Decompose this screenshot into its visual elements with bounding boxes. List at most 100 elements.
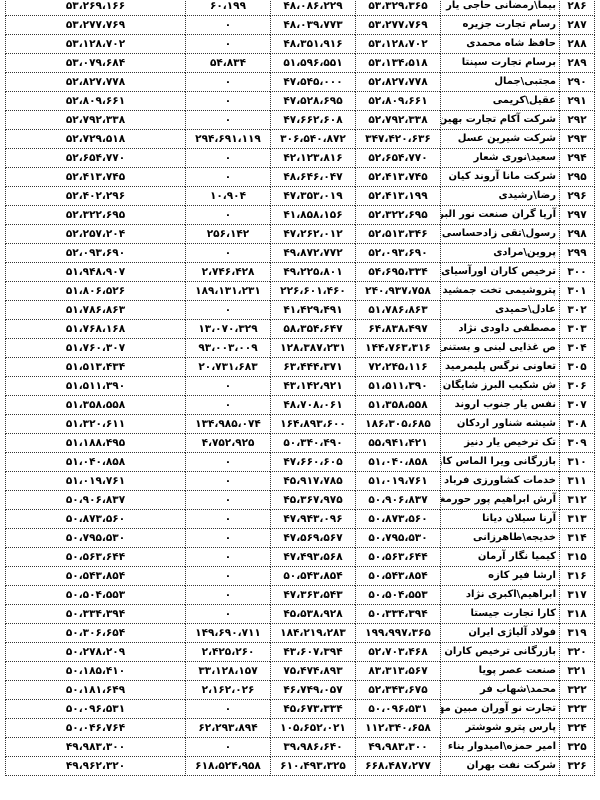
- row-number: ۲۸۹: [559, 53, 595, 73]
- row-number: ۳۱۵: [559, 547, 595, 567]
- value-col-1: ۵۰،۹۰۶،۸۳۷: [355, 490, 441, 510]
- value-col-4: ۵۰،۱۸۱،۶۴۹: [5, 680, 186, 700]
- company-name: عادل\حمیدی: [440, 300, 560, 320]
- value-col-4: ۵۱،۷۶۰،۳۰۷: [5, 338, 186, 358]
- table-row: ۲۸۹ برسام تجارت سپنتا ۵۳،۱۳۴،۵۱۸ ۵۱،۵۹۶،۵۵۱…: [5, 53, 595, 73]
- row-number: ۳۲۵: [559, 737, 595, 757]
- value-col-1: ۵۲،۴۱۳،۷۴۵: [355, 167, 441, 187]
- company-name: آرنا سیلان دیانا: [440, 509, 560, 529]
- row-number: ۳۱۶: [559, 566, 595, 586]
- company-name: حافظ شاه محمدی: [440, 34, 560, 54]
- value-col-3: ۰: [185, 699, 271, 719]
- value-col-3: ۰: [185, 243, 271, 263]
- row-number: ۳۰۱: [559, 281, 595, 301]
- value-col-2: ۴۳،۱۴۲،۹۲۱: [270, 376, 356, 396]
- value-col-3: ۰: [185, 72, 271, 92]
- value-col-4: ۵۱،۹۴۸،۹۰۷: [5, 262, 186, 282]
- value-col-2: ۴۷،۳۵۳،۰۱۹: [270, 186, 356, 206]
- value-col-1: ۷۲،۲۴۵،۱۱۶: [355, 357, 441, 377]
- value-col-1: ۵۰،۸۷۳،۵۶۰: [355, 509, 441, 529]
- table-row: ۳۱۶ ارشا فیر کازه ۵۰،۵۴۳،۸۵۴ ۵۰،۵۴۳،۸۵۴ ۰ ۵۰،…: [5, 566, 595, 586]
- company-name: رسام تجارت جزیره: [440, 15, 560, 35]
- value-col-4: ۴۹،۹۶۲،۳۲۰: [5, 756, 186, 776]
- row-number: ۳۰۳: [559, 319, 595, 339]
- value-col-2: ۴۸،۷۰۸،۰۶۱: [270, 395, 356, 415]
- table-row: ۲۹۸ رسول\تقی زادحساسی ۵۲،۵۱۳،۳۴۶ ۴۷،۲۶۲،۰۱۲…: [5, 224, 595, 244]
- table-row: ۲۹۹ پروین\مرادی ۵۲،۰۹۳،۶۹۰ ۴۹،۸۷۲،۷۷۲ ۰ ۵۲،۰۹…: [5, 243, 595, 263]
- value-col-1: ۵۳،۳۲۹،۳۶۵: [355, 0, 441, 16]
- company-name: برسام تجارت سپنتا: [440, 53, 560, 73]
- table-row: ۲۹۰ مجتبی\جمال ۵۲،۸۲۷،۷۷۸ ۴۷،۵۴۵،۰۰۰ ۰ ۵۲،۸۲۷…: [5, 72, 595, 92]
- value-col-3: ۲،۱۶۲،۰۲۶: [185, 680, 271, 700]
- company-name: شرکت شیرین عسل: [440, 129, 560, 149]
- table-row: ۳۱۸ کارا تجارت جیستا ۵۰،۳۳۴،۳۹۴ ۴۵،۵۳۸،۹۲۸ ۰…: [5, 604, 595, 624]
- value-col-2: ۴۹،۸۷۲،۷۷۲: [270, 243, 356, 263]
- value-col-1: ۵۱،۷۸۶،۸۶۳: [355, 300, 441, 320]
- value-col-3: ۲۵۶،۱۴۲: [185, 224, 271, 244]
- value-col-1: ۵۳،۱۳۴،۵۱۸: [355, 53, 441, 73]
- row-number: ۲۹۹: [559, 243, 595, 263]
- value-col-2: ۴۱،۴۲۹،۴۹۱: [270, 300, 356, 320]
- value-col-1: ۸۳،۳۱۳،۵۶۷: [355, 661, 441, 681]
- row-number: ۲۹۷: [559, 205, 595, 225]
- value-col-1: ۵۵،۹۴۱،۴۲۱: [355, 433, 441, 453]
- value-col-3: ۱۸۹،۱۳۱،۲۳۱: [185, 281, 271, 301]
- company-name: ص غذایی لبنی و بستنی میهن: [440, 338, 560, 358]
- company-name: خدمات کشاورزی فرباد کردستان: [440, 471, 560, 491]
- table-row: ۳۰۳ مصطفی داودی نژاد ۶۴،۸۳۸،۴۹۷ ۵۸،۳۵۴،۶۴۷ ۱…: [5, 319, 595, 339]
- row-number: ۲۸۷: [559, 15, 595, 35]
- company-name: فولاد آلیاژی ایران: [440, 623, 560, 643]
- row-number: ۲۹۱: [559, 91, 595, 111]
- table-row: ۳۱۴ خدیجه\طاهرزانی ۵۰،۷۹۵،۵۳۰ ۴۷،۵۶۹،۵۶۷ ۰ ۵۰…: [5, 528, 595, 548]
- table-row: ۳۰۱ پتروشیمی تخت جمشید ۲۴۰،۹۳۷،۷۵۸ ۲۲۶،۶۰۱،…: [5, 281, 595, 301]
- row-number: ۳۱۳: [559, 509, 595, 529]
- value-col-1: ۲۴۰،۹۳۷،۷۵۸: [355, 281, 441, 301]
- row-number: ۲۹۵: [559, 167, 595, 187]
- company-name: مجتبی\جمال: [440, 72, 560, 92]
- table-row: ۳۱۵ کیمیا نگار آرمان ۵۰،۵۶۳،۶۴۴ ۴۷،۴۹۳،۵۶۸ ۰…: [5, 547, 595, 567]
- value-col-2: ۴۵،۶۷۳،۳۳۴: [270, 699, 356, 719]
- value-col-4: ۵۰،۵۶۳،۶۴۴: [5, 547, 186, 567]
- value-col-1: ۵۲،۸۲۷،۷۷۸: [355, 72, 441, 92]
- value-col-4: ۵۰،۳۰۶،۶۵۴: [5, 623, 186, 643]
- value-col-3: ۴،۷۵۲،۹۲۵: [185, 433, 271, 453]
- company-name: تجارت نو آوران مبین مهام: [440, 699, 560, 719]
- value-col-2: ۴۸،۰۸۶،۲۲۹: [270, 0, 356, 16]
- value-col-1: ۵۳،۲۷۷،۷۶۹: [355, 15, 441, 35]
- table-row: ۳۲۲ محمد\شهاب فر ۵۲،۳۴۳،۶۷۵ ۴۶،۷۴۹،۰۵۷ ۲،۱۶۲…: [5, 680, 595, 700]
- value-col-3: ۰: [185, 110, 271, 130]
- value-col-3: ۰: [185, 34, 271, 54]
- row-number: ۳۰۹: [559, 433, 595, 453]
- value-col-3: ۰: [185, 604, 271, 624]
- company-name: بازرگانی ویرا الماس کاوه: [440, 452, 560, 472]
- value-col-2: ۵۱،۵۹۶،۵۵۱: [270, 53, 356, 73]
- value-col-4: ۵۳،۲۶۹،۱۶۶: [5, 0, 186, 16]
- value-col-4: ۵۲،۴۱۳،۷۴۵: [5, 167, 186, 187]
- table-row: ۲۹۶ رضا\رشیدی ۵۲،۴۱۳،۱۹۹ ۴۷،۳۵۳،۰۱۹ ۱۰،۹۰۴ ۵۲…: [5, 186, 595, 206]
- value-col-4: ۵۱،۱۸۸،۴۹۵: [5, 433, 186, 453]
- company-name: تک ترخیص یار دنیز: [440, 433, 560, 453]
- table-row: ۳۱۹ فولاد آلیاژی ایران ۱۹۹،۹۹۷،۳۶۵ ۱۸۴،۲۱۹،…: [5, 623, 595, 643]
- value-col-1: ۵۲،۷۰۳،۴۶۸: [355, 642, 441, 662]
- company-name: نفس یار جنوب اروند: [440, 395, 560, 415]
- company-name: پارس پترو شوشتر: [440, 718, 560, 738]
- value-col-2: ۴۵،۵۳۸،۹۲۸: [270, 604, 356, 624]
- value-col-4: ۵۰،۳۳۴،۳۹۴: [5, 604, 186, 624]
- value-col-2: ۱۶۴،۸۹۳،۶۰۰: [270, 414, 356, 434]
- table-row: ۳۱۰ بازرگانی ویرا الماس کاوه ۵۱،۰۴۰،۸۵۸ ۴۷،…: [5, 452, 595, 472]
- value-col-1: ۵۰،۰۹۶،۵۳۱: [355, 699, 441, 719]
- value-col-3: ۱۰،۹۰۴: [185, 186, 271, 206]
- row-number: ۳۰۵: [559, 357, 595, 377]
- value-col-4: ۵۱،۷۶۸،۱۶۸: [5, 319, 186, 339]
- row-number: ۳۰۲: [559, 300, 595, 320]
- value-col-2: ۳۹،۹۸۶،۶۴۰: [270, 737, 356, 757]
- value-col-3: ۱۳،۰۷۰،۳۲۹: [185, 319, 271, 339]
- value-col-3: ۶۰،۱۹۹: [185, 0, 271, 16]
- value-col-2: ۴۶،۷۴۹،۰۵۷: [270, 680, 356, 700]
- company-name: بازرگانی ترخیص کاران امرتات: [440, 642, 560, 662]
- company-name: مصطفی داودی نژاد: [440, 319, 560, 339]
- row-number: ۳۱۸: [559, 604, 595, 624]
- value-col-2: ۴۷،۵۶۹،۵۶۷: [270, 528, 356, 548]
